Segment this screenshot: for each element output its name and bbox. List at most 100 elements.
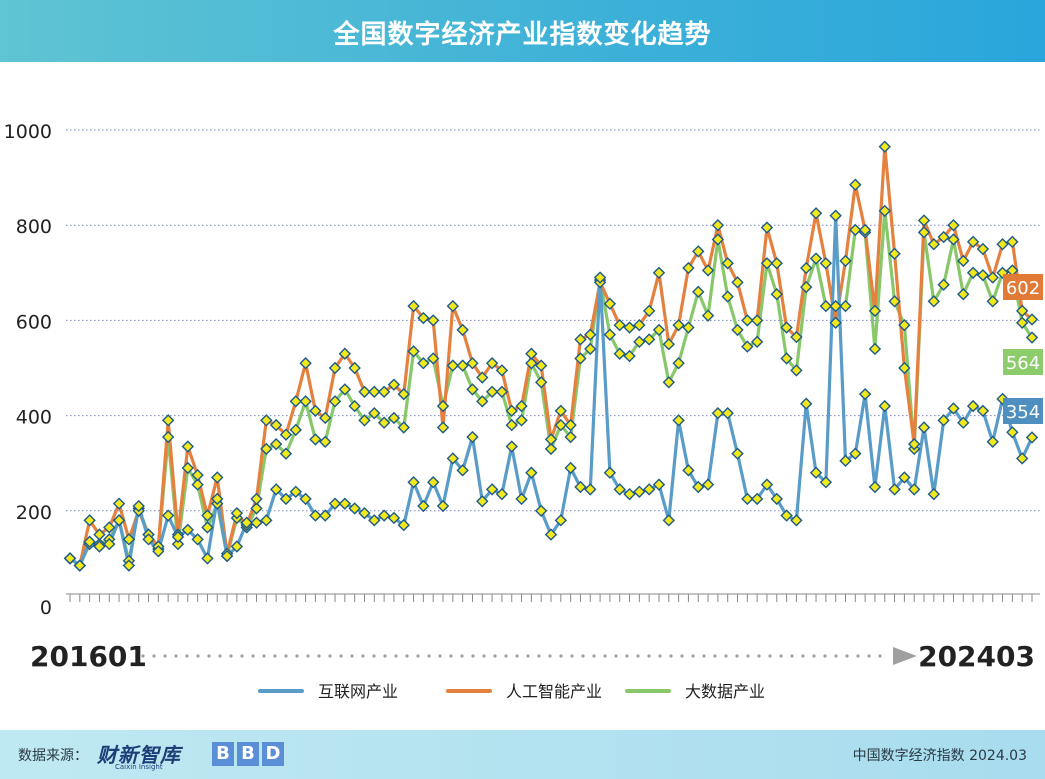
arrow-dot xyxy=(471,654,475,658)
data-point xyxy=(917,226,931,239)
series-layer xyxy=(63,140,1039,572)
caixin-logo: 财新智库 xyxy=(97,743,181,767)
arrow-dot xyxy=(768,654,772,658)
data-point xyxy=(731,447,744,460)
arrow-dot xyxy=(625,654,629,658)
data-point xyxy=(495,385,509,398)
data-point xyxy=(505,418,518,432)
data-point xyxy=(456,323,469,337)
data-point xyxy=(829,209,842,222)
data-point xyxy=(966,399,980,413)
data-point xyxy=(898,361,911,375)
data-point xyxy=(957,254,970,268)
data-point xyxy=(564,430,577,444)
arrow-dot xyxy=(636,654,640,658)
data-point xyxy=(760,478,774,491)
data-point xyxy=(476,495,489,508)
data-point xyxy=(682,464,695,477)
data-point xyxy=(279,428,293,441)
data-point xyxy=(770,492,783,506)
arrow-dot xyxy=(328,654,332,658)
data-point xyxy=(358,385,371,398)
data-point xyxy=(574,352,587,365)
data-point xyxy=(642,333,656,346)
bbd-logo: B B D xyxy=(212,742,284,766)
time-arrow xyxy=(141,647,917,665)
data-point xyxy=(839,299,852,313)
data-point xyxy=(574,480,587,494)
data-point xyxy=(780,509,793,522)
data-point xyxy=(662,338,675,351)
data-point xyxy=(976,242,990,256)
data-point xyxy=(260,414,273,427)
data-point xyxy=(1015,452,1029,465)
data-point xyxy=(976,404,990,418)
data-point xyxy=(161,430,175,444)
arrow-dot xyxy=(757,654,761,658)
data-point xyxy=(966,266,980,279)
data-point xyxy=(348,502,361,515)
data-point xyxy=(682,261,695,275)
data-point xyxy=(809,466,823,479)
data-point xyxy=(731,276,744,289)
data-point xyxy=(633,485,646,498)
arrow-dot xyxy=(284,654,288,658)
y-tick-label: 400 xyxy=(16,407,52,429)
data-point xyxy=(790,364,803,377)
data-point xyxy=(937,414,950,427)
data-point xyxy=(721,290,734,303)
arrow-dot xyxy=(592,654,596,658)
data-point xyxy=(672,357,685,370)
data-point xyxy=(515,414,528,427)
data-point xyxy=(476,371,489,384)
data-point xyxy=(515,399,528,413)
data-point xyxy=(112,497,126,510)
data-point xyxy=(103,521,116,534)
arrow-dot xyxy=(427,654,431,658)
arrow-dot xyxy=(361,654,365,658)
arrow-dot xyxy=(746,654,750,658)
arrow-dot xyxy=(724,654,728,658)
end-label-box xyxy=(1003,398,1043,424)
data-point xyxy=(201,509,214,522)
bbd-letter: D xyxy=(262,742,284,766)
data-point xyxy=(368,385,381,398)
data-point xyxy=(584,483,597,496)
arrow-dot xyxy=(614,654,618,658)
data-point xyxy=(701,478,715,491)
data-point xyxy=(613,483,626,496)
data-point xyxy=(878,399,891,413)
data-point xyxy=(171,537,185,551)
data-point xyxy=(338,497,352,510)
data-point xyxy=(858,387,872,401)
data-point xyxy=(436,421,450,434)
data-point xyxy=(446,452,460,465)
y-tick-label: 200 xyxy=(16,502,52,524)
data-point xyxy=(191,533,204,546)
data-point xyxy=(839,254,852,268)
data-point xyxy=(201,552,214,565)
data-point xyxy=(328,361,342,375)
data-point xyxy=(711,219,725,232)
data-point xyxy=(358,414,371,427)
data-point xyxy=(947,233,960,246)
data-point xyxy=(682,321,695,334)
arrow-dot xyxy=(394,654,398,658)
data-point xyxy=(407,345,420,358)
data-point xyxy=(544,433,558,446)
arrow-dot xyxy=(526,654,530,658)
data-point xyxy=(181,523,194,537)
arrow-dot xyxy=(878,654,882,658)
data-point xyxy=(917,421,931,434)
data-point xyxy=(319,411,332,425)
data-point xyxy=(652,266,666,279)
data-point xyxy=(819,257,833,270)
arrow-dot xyxy=(834,654,838,658)
data-point xyxy=(279,447,293,460)
data-point xyxy=(191,478,204,491)
data-point xyxy=(564,418,577,432)
arrow-dot xyxy=(812,654,816,658)
data-point xyxy=(309,433,322,446)
arrow-dot xyxy=(218,654,222,658)
data-point xyxy=(947,219,960,232)
